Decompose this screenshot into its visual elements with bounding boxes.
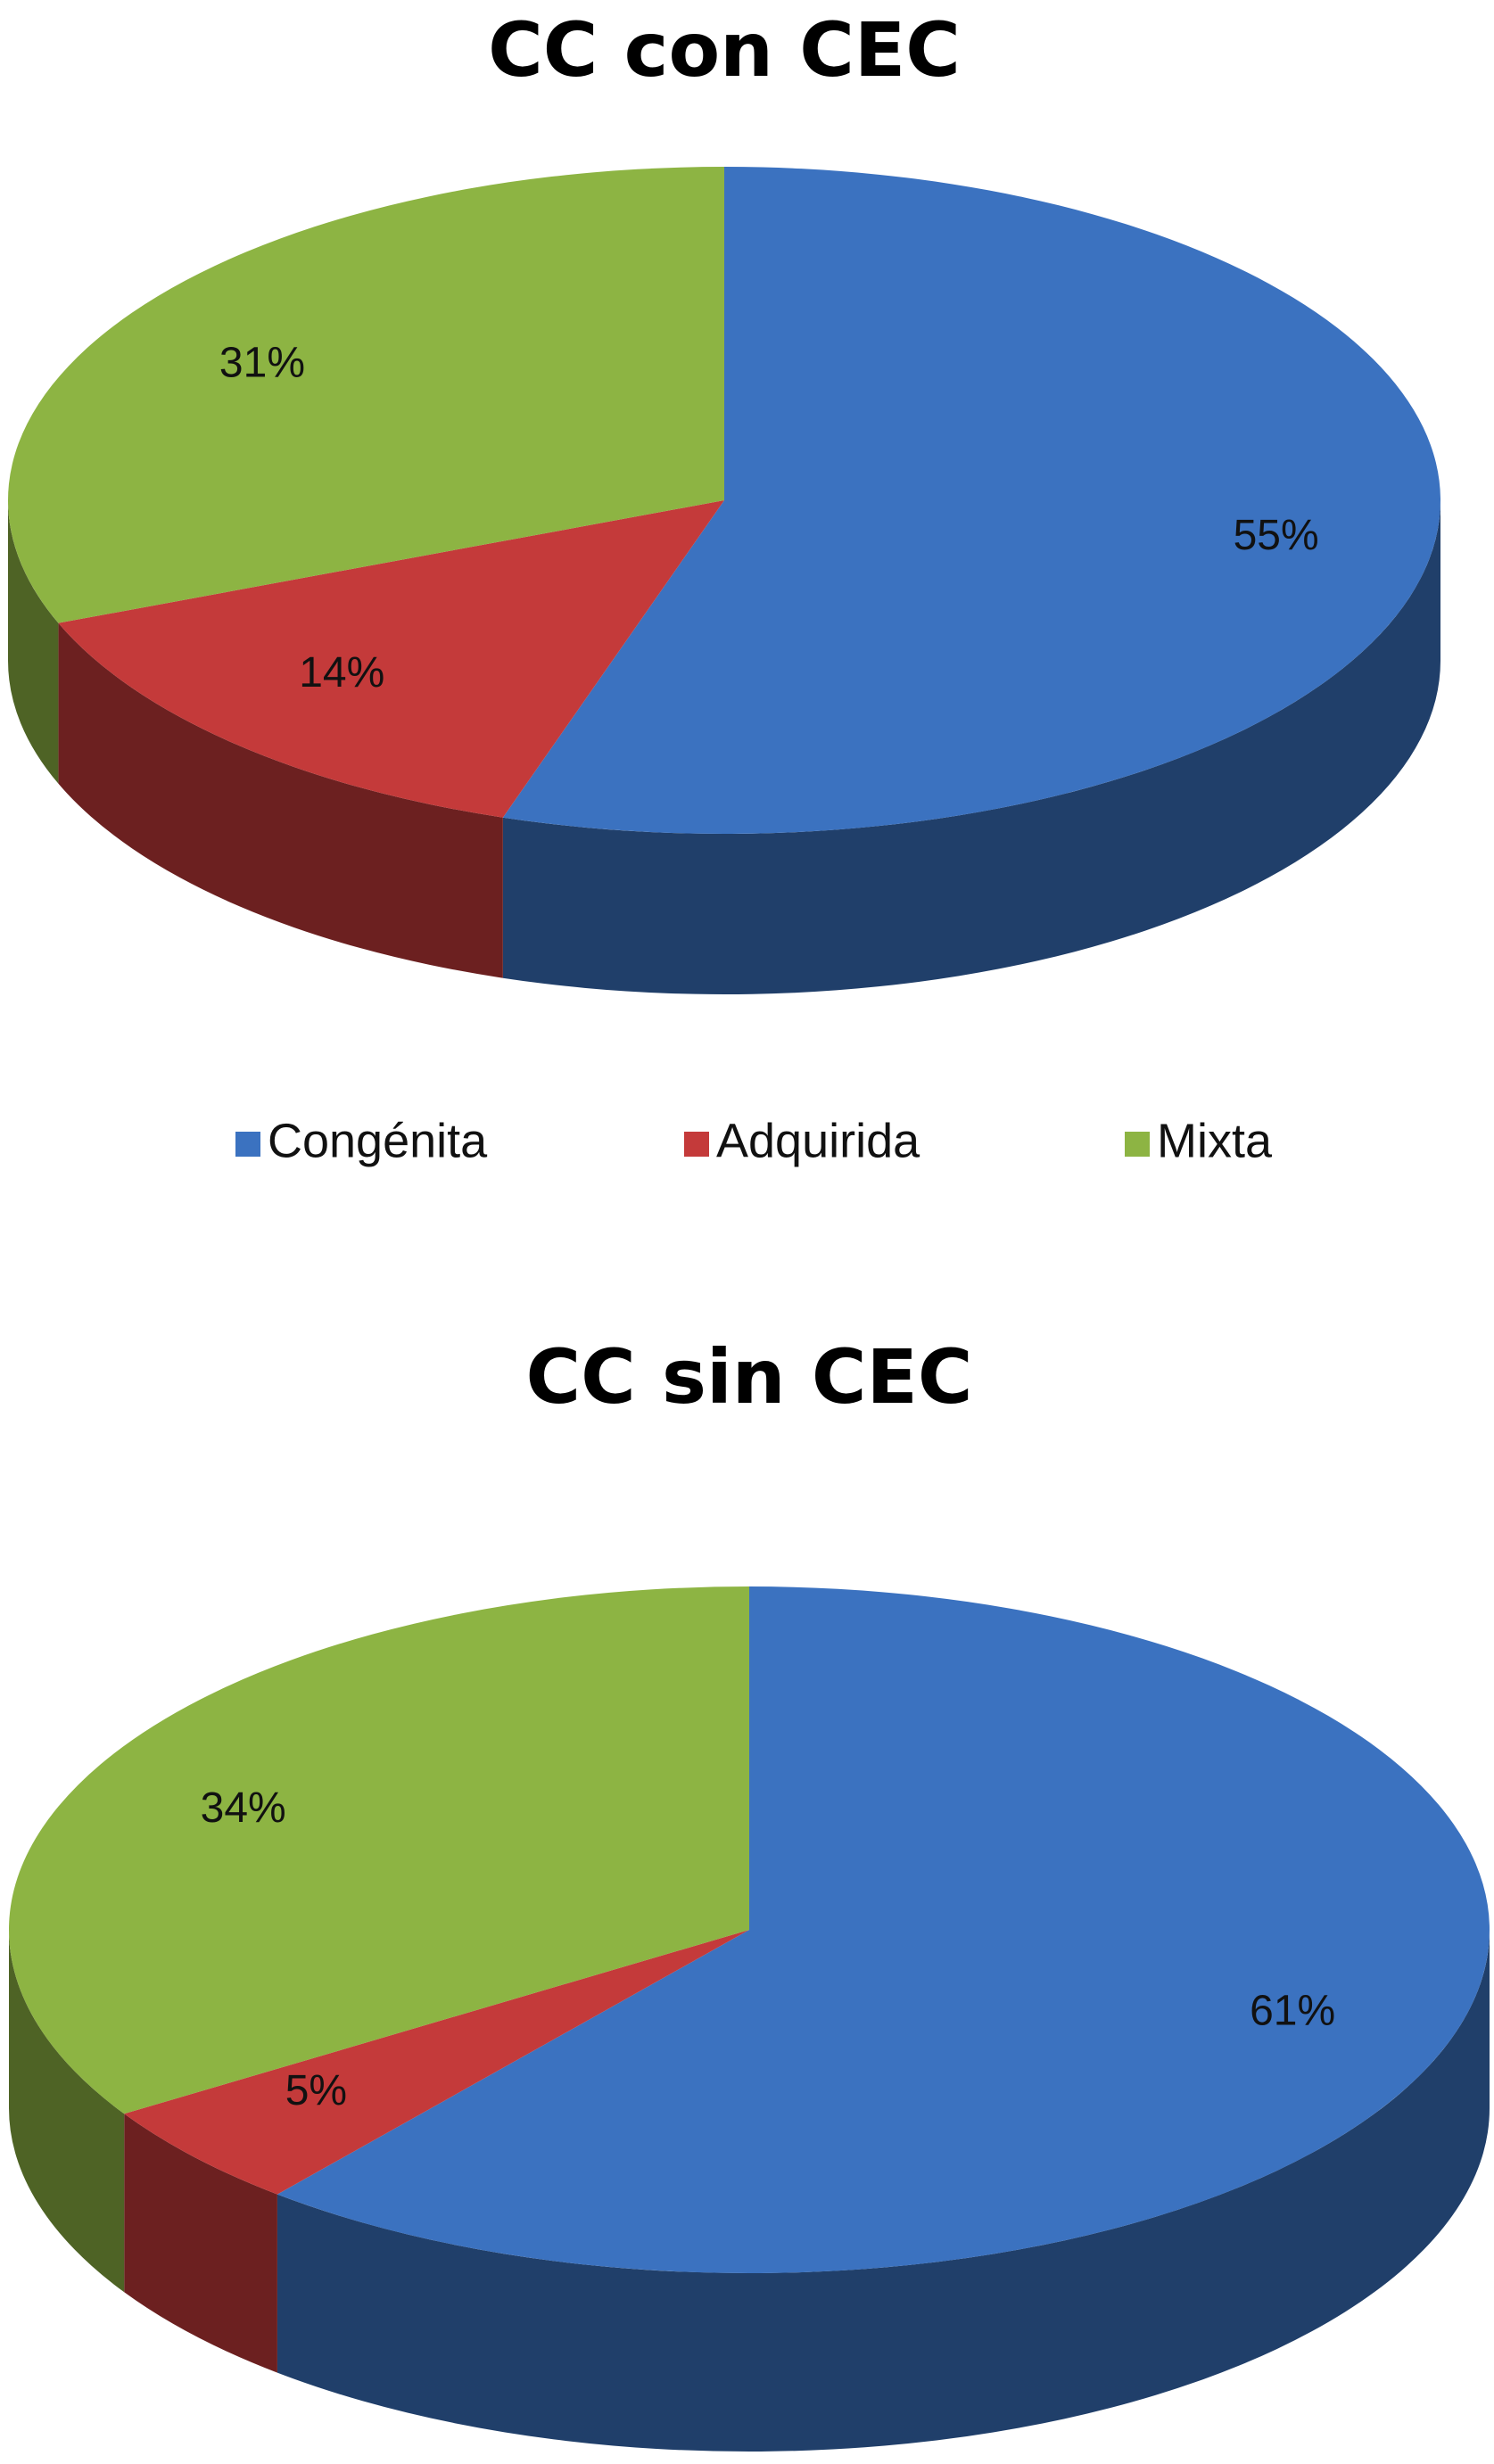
legend-label: Mixta xyxy=(1157,1114,1273,1167)
data-label: 14% xyxy=(299,649,384,696)
pie-slice xyxy=(58,500,725,818)
pie-slice xyxy=(124,1930,749,2195)
pie-slice xyxy=(9,1586,749,2114)
legend-label: Adquirida xyxy=(716,1114,920,1167)
pie-slice-side xyxy=(58,622,503,978)
pie-slice-side xyxy=(9,1930,125,2293)
chart-title: CC sin CEC xyxy=(525,1333,972,1421)
data-label: 34% xyxy=(201,1784,286,1832)
legend-swatch xyxy=(684,1132,709,1157)
legend-label: Congénita xyxy=(268,1114,488,1167)
data-label: 61% xyxy=(1250,1988,1335,2035)
chart-title: CC con CEC xyxy=(488,6,961,94)
data-label: 31% xyxy=(219,339,305,386)
pie-slice xyxy=(277,1586,1490,2273)
pie-slice-side xyxy=(8,500,59,784)
pie-slice-side xyxy=(124,2114,277,2373)
pie-slice xyxy=(7,167,725,623)
pie-slice-side xyxy=(502,500,1440,995)
legend-swatch xyxy=(235,1132,260,1157)
data-label: 55% xyxy=(1234,512,1319,559)
pie-slice xyxy=(502,167,1441,834)
data-label: 5% xyxy=(285,2067,347,2114)
legend-swatch xyxy=(1125,1132,1150,1157)
pie-slice-side xyxy=(277,1930,1490,2452)
